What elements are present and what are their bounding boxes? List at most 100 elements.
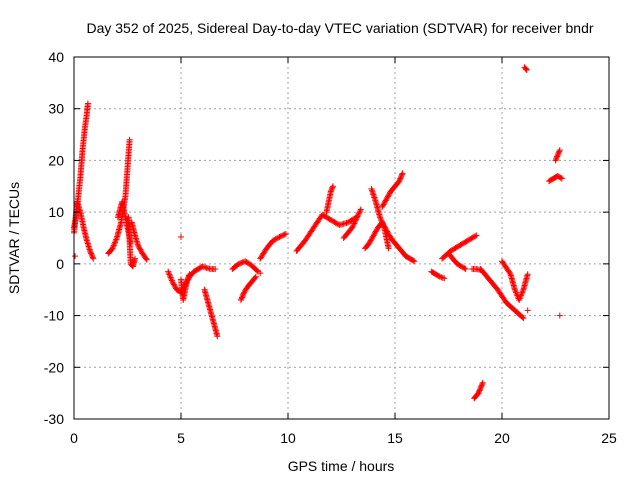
data-point xyxy=(111,239,118,246)
data-point xyxy=(377,214,384,221)
y-tick-label: -10 xyxy=(44,308,64,324)
data-point xyxy=(355,212,362,219)
data-point xyxy=(378,217,385,224)
data-point xyxy=(257,270,264,277)
data-point xyxy=(397,174,404,181)
data-point xyxy=(280,232,287,239)
data-point xyxy=(399,170,406,177)
data-point xyxy=(478,382,485,389)
data-point xyxy=(367,237,374,244)
data-point xyxy=(353,216,360,223)
data-point xyxy=(356,209,363,216)
data-point xyxy=(477,386,484,393)
data-point xyxy=(142,255,149,262)
data-point xyxy=(235,260,242,267)
data-point xyxy=(379,220,386,227)
data-point xyxy=(109,245,116,252)
data-point xyxy=(380,223,387,230)
data-point xyxy=(253,267,260,274)
data-point xyxy=(252,273,259,280)
data-point xyxy=(131,255,138,262)
data-point xyxy=(353,214,360,221)
data-point xyxy=(554,152,561,159)
data-point xyxy=(186,271,193,278)
data-point xyxy=(382,197,389,204)
data-point xyxy=(384,193,391,200)
data-point xyxy=(110,243,117,250)
y-tick-label: -30 xyxy=(44,411,64,427)
data-point xyxy=(200,263,207,270)
data-point xyxy=(135,242,142,249)
data-point xyxy=(517,294,524,301)
data-point xyxy=(552,157,559,164)
data-point xyxy=(518,291,525,298)
data-point xyxy=(410,257,417,264)
data-point xyxy=(354,213,361,220)
data-point xyxy=(371,231,378,238)
data-point xyxy=(438,274,445,281)
data-point xyxy=(555,149,562,156)
data-point xyxy=(519,314,526,321)
data-point xyxy=(178,233,184,240)
data-point xyxy=(479,381,486,388)
data-point xyxy=(240,291,247,298)
data-point xyxy=(506,269,513,276)
data-point xyxy=(555,150,562,157)
y-tick-label: 0 xyxy=(56,256,64,272)
data-point xyxy=(473,232,480,239)
data-point xyxy=(352,217,359,224)
data-point xyxy=(385,245,392,252)
data-point xyxy=(136,245,143,252)
data-point xyxy=(520,315,527,322)
x-tick-label: 15 xyxy=(387,430,403,446)
data-point xyxy=(479,379,486,386)
data-point xyxy=(185,273,192,280)
data-point xyxy=(186,272,193,279)
data-point xyxy=(398,172,405,179)
y-tick-label: 10 xyxy=(48,204,64,220)
data-point xyxy=(238,259,245,266)
y-tick-label: 30 xyxy=(48,101,64,117)
data-point xyxy=(329,184,336,191)
data-point xyxy=(379,203,386,210)
data-point xyxy=(516,297,523,304)
data-point xyxy=(281,231,288,238)
data-point xyxy=(523,66,530,73)
data-point xyxy=(379,202,386,209)
data-point xyxy=(238,294,245,301)
data-point xyxy=(240,290,247,297)
data-point xyxy=(385,192,392,199)
data-point xyxy=(237,297,244,304)
data-point xyxy=(168,277,175,284)
data-point xyxy=(165,270,172,277)
data-point xyxy=(143,256,150,263)
y-tick-label: -20 xyxy=(44,359,64,375)
data-point xyxy=(380,221,387,228)
data-point xyxy=(214,333,221,340)
x-tick-label: 10 xyxy=(280,430,296,446)
data-point xyxy=(553,154,560,161)
axis-ticks: 0 5 10 15 20 25 -30 -20 -10 0 10 20 30 40 xyxy=(44,49,617,446)
data-point xyxy=(396,176,403,183)
data-point xyxy=(89,254,96,261)
data-point xyxy=(113,236,120,243)
data-point xyxy=(169,278,176,285)
data-point xyxy=(554,153,561,160)
data-point xyxy=(273,235,280,242)
data-point xyxy=(373,227,380,234)
x-axis-label: GPS time / hours xyxy=(288,458,395,474)
data-point xyxy=(556,148,563,155)
data-point xyxy=(270,237,277,244)
data-point xyxy=(167,274,174,281)
data-point xyxy=(88,251,95,258)
data-point xyxy=(112,237,119,244)
data-point xyxy=(349,223,356,230)
data-point xyxy=(439,274,446,281)
data-point xyxy=(519,288,526,295)
data-points xyxy=(71,64,565,402)
data-point xyxy=(516,295,523,302)
data-point xyxy=(277,233,284,240)
data-point xyxy=(398,171,405,178)
data-point xyxy=(368,236,375,243)
